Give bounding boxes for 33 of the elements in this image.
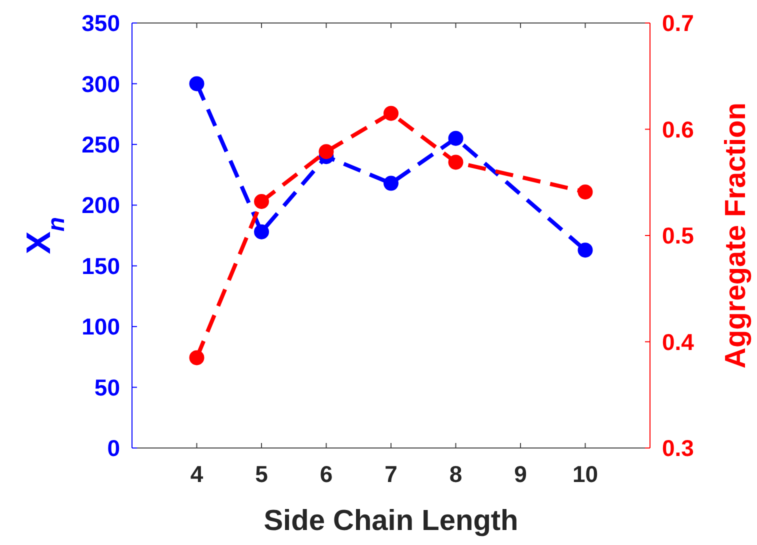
y2-tick-label: 0.7: [662, 10, 694, 36]
x-tick-label: 6: [320, 461, 333, 487]
point: [189, 76, 204, 92]
point: [578, 184, 593, 200]
x-axis-title: Side Chain Length: [264, 505, 518, 537]
x-tick-label: 7: [384, 461, 398, 487]
point: [384, 106, 398, 121]
y-tick-label: 150: [82, 252, 120, 279]
y2-axis-title: Aggregate Fraction: [720, 102, 752, 368]
y-tick-label: 0: [107, 435, 120, 462]
y2-tick-label: 0.6: [662, 116, 694, 142]
y2-tick-label: 0.5: [662, 222, 694, 249]
point: [254, 194, 269, 209]
point: [384, 176, 398, 191]
y-tick-label: 200: [82, 192, 120, 218]
point: [448, 154, 464, 170]
point: [189, 350, 204, 366]
y-tick-label: 100: [82, 314, 120, 340]
x-tick-label: 4: [190, 461, 204, 487]
x-tick-label: 5: [255, 461, 268, 487]
point: [318, 144, 334, 160]
y-tick-label: 300: [82, 70, 120, 97]
y-tick-label: 250: [82, 131, 120, 158]
point: [254, 224, 269, 240]
point: [448, 130, 464, 146]
y-tick-label: 50: [94, 374, 120, 400]
x-tick-label: 10: [572, 461, 598, 487]
x-tick-label: 8: [449, 461, 462, 487]
y2-tick-label: 0.4: [662, 328, 694, 355]
x-tick-label: 9: [514, 461, 527, 487]
y2-tick-label: 0.3: [662, 435, 694, 462]
point: [578, 242, 593, 258]
y-tick-label: 350: [82, 10, 120, 36]
